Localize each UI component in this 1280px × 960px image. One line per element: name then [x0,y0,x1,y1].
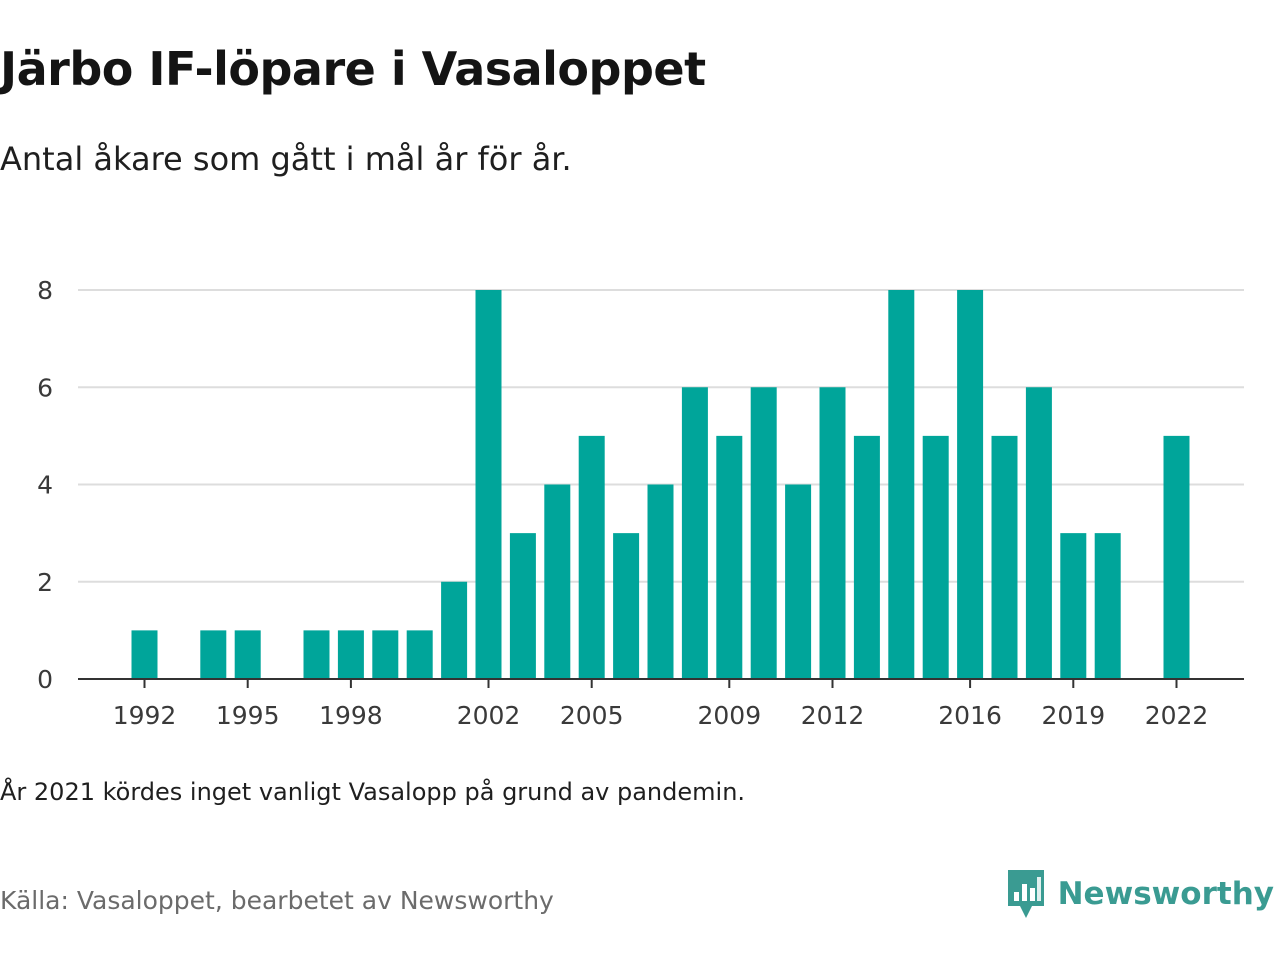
x-tick-label: 1992 [113,701,177,730]
bar-2016 [957,290,984,679]
x-tick-label: 1998 [319,701,383,730]
bar-2022 [1163,435,1190,679]
bar-2014 [888,290,915,679]
newsworthy-wordmark: Newsworthy [1057,876,1274,912]
bars [131,290,1190,679]
bar-2000 [406,630,433,679]
bar-2012 [819,387,846,679]
bar-1992 [131,630,158,679]
newsworthy-logo-icon [1007,870,1044,918]
bar-2011 [785,484,812,679]
bar-2008 [681,387,708,679]
bar-1999 [372,630,399,679]
bar-1998 [337,630,364,679]
x-tick-label: 2012 [801,701,865,730]
chart-subtitle: Antal åkare som gått i mål år för år. [0,140,572,178]
bar-2010 [750,387,777,679]
y-tick-label: 8 [37,276,53,305]
bar-2004 [544,484,571,679]
bar-1997 [303,630,330,679]
bar-2013 [853,435,880,679]
bar-2018 [1025,387,1052,679]
bar-2009 [716,435,743,679]
bar-1995 [234,630,261,679]
bar-2019 [1060,533,1087,679]
x-tick-label: 2019 [1041,701,1105,730]
bar-2006 [613,533,640,679]
y-tick-label: 2 [37,568,53,597]
y-tick-label: 0 [37,665,53,694]
x-tick-label: 2002 [457,701,521,730]
bar-2020 [1094,533,1121,679]
bar-2007 [647,484,674,679]
axes: 0 2 4 6 8 1992 1995 1998 2002 2005 2009 2012 2016 201… [37,276,1244,730]
bar-2003 [509,533,536,679]
bar-1994 [200,630,227,679]
x-tick-label: 2022 [1145,701,1209,730]
y-tick-label: 6 [37,373,53,402]
source-credit: Källa: Vasaloppet, bearbetet av Newswort… [0,886,554,915]
bar-2015 [922,435,949,679]
chart-title: Järbo IF-löpare i Vasaloppet [0,42,706,96]
x-tick-label: 1995 [216,701,280,730]
newsworthy-brand: Newsworthy [1006,868,1274,920]
bar-2001 [441,581,468,679]
x-tick-label: 2016 [938,701,1002,730]
bar-2017 [991,435,1018,679]
chart-note: År 2021 kördes inget vanligt Vasalopp på… [0,778,746,806]
y-tick-label: 4 [37,471,53,500]
bar-2005 [578,435,605,679]
bar-2002 [475,290,502,679]
x-tick-label: 2009 [697,701,761,730]
x-tick-label: 2005 [560,701,624,730]
